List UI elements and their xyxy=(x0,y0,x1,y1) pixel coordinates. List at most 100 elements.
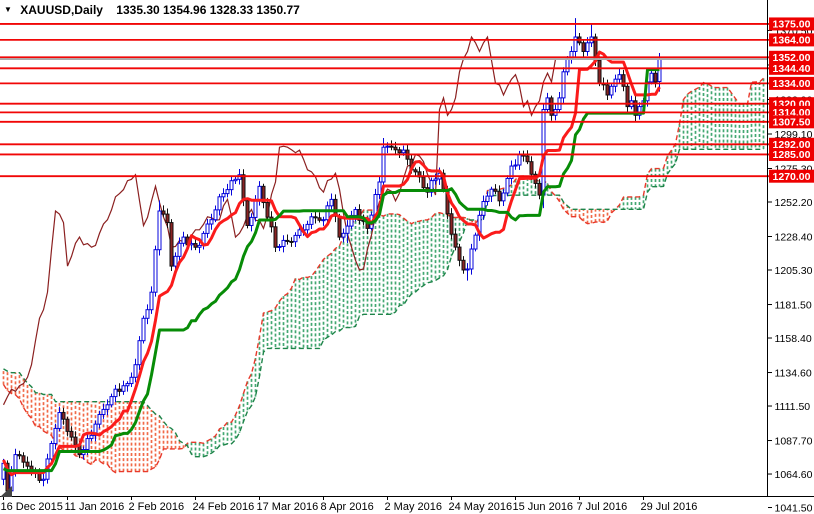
candle-body xyxy=(485,195,490,203)
y-axis-label: 1158.40 xyxy=(775,333,812,345)
candle-body xyxy=(621,74,626,87)
candle-body xyxy=(149,291,154,311)
candle-body xyxy=(265,202,270,218)
candle-body xyxy=(61,412,66,420)
candle-body xyxy=(489,188,494,197)
x-axis-label: 24 Feb 2016 xyxy=(193,501,255,513)
candle-body xyxy=(49,443,54,460)
x-axis-label: 7 Jul 2016 xyxy=(577,501,628,513)
x-axis-label: 2 Feb 2016 xyxy=(129,501,185,513)
candle-body xyxy=(177,242,182,257)
candle-body xyxy=(501,192,506,202)
candle-body xyxy=(449,213,454,235)
candle-body xyxy=(329,198,334,207)
candle-body xyxy=(637,106,642,116)
title-ohlc: 1335.30 1354.96 1328.33 1350.77 xyxy=(116,3,300,17)
candle-body xyxy=(141,317,146,342)
candle-body xyxy=(585,42,590,52)
candle-body xyxy=(93,423,98,436)
candle-body xyxy=(197,244,202,248)
price-level-badge-text: 1334.00 xyxy=(773,78,811,90)
candle-body xyxy=(573,36,578,52)
price-level-badge-text: 1270.00 xyxy=(773,171,811,183)
price-level-badge xyxy=(769,137,814,151)
candle-body xyxy=(529,161,534,175)
candle-body xyxy=(233,178,238,182)
candle-body xyxy=(157,210,162,251)
candle-body xyxy=(517,153,522,166)
x-axis-label: 2 May 2016 xyxy=(385,501,442,513)
candle-body xyxy=(225,189,230,195)
price-level-badge xyxy=(769,61,814,75)
candle-body xyxy=(133,364,138,378)
price-level-badge xyxy=(769,33,814,47)
candle-body xyxy=(305,223,310,231)
candle-body xyxy=(565,58,570,73)
candle-body xyxy=(217,196,222,211)
chart-title: ▼ XAUUSD,Daily 1335.30 1354.96 1328.33 1… xyxy=(4,3,300,17)
x-axis-label: 8 Apr 2016 xyxy=(321,501,374,513)
candle-body xyxy=(297,229,302,236)
candle-body xyxy=(433,178,438,182)
candle-body xyxy=(101,408,106,416)
price-level-badge xyxy=(769,169,814,183)
candle-body xyxy=(421,176,426,189)
price-level-badge-text: 1292.00 xyxy=(773,139,811,151)
candle-body xyxy=(429,180,434,193)
candle-body xyxy=(549,97,554,116)
senkou-span-a xyxy=(2,77,764,474)
candle-body xyxy=(269,216,274,228)
candle-body xyxy=(105,404,110,410)
candle-body xyxy=(125,383,130,387)
candle-body xyxy=(625,85,630,108)
candle-body xyxy=(277,245,282,248)
candle-body xyxy=(281,239,286,247)
candle-body xyxy=(253,200,258,218)
level-lines xyxy=(0,23,770,178)
candle-body xyxy=(109,396,114,406)
candle-body xyxy=(413,169,418,173)
candle-body xyxy=(357,209,362,221)
y-axis-label: 1228.40 xyxy=(775,231,813,243)
candle-body xyxy=(41,478,46,481)
candle-body xyxy=(113,388,118,398)
kijun-sen xyxy=(2,68,660,473)
candle-body xyxy=(165,213,170,224)
candle-body xyxy=(653,72,658,83)
x-axis: 16 Dec 2015 11 Jan 2016 2 Feb 2016 24 Feb 2… xyxy=(1,497,697,513)
candle-body xyxy=(289,240,294,243)
scroll-left-marker xyxy=(0,486,12,497)
candle-body xyxy=(337,215,342,238)
candle-body xyxy=(317,217,322,221)
kumo-cloud-fill xyxy=(2,78,765,473)
price-level-badge xyxy=(769,76,814,90)
candle-body xyxy=(213,209,218,221)
candle-body xyxy=(385,145,390,148)
candle-body xyxy=(145,309,150,319)
price-level-badge-text: 1285.00 xyxy=(773,149,811,161)
y-axis-label: 1087.70 xyxy=(775,435,813,447)
price-level-badge xyxy=(769,147,814,161)
candle-body xyxy=(69,430,74,438)
axes xyxy=(0,0,814,497)
candle-body xyxy=(21,455,26,463)
symbol-dropdown-icon[interactable]: ▼ xyxy=(4,5,12,14)
candle-body xyxy=(609,85,614,96)
candle-body xyxy=(397,149,402,154)
candle-body xyxy=(537,182,542,196)
candle-body xyxy=(465,268,470,271)
candle-body xyxy=(205,223,210,234)
candle-body xyxy=(389,145,394,148)
x-axis-label: 17 Mar 2016 xyxy=(257,501,319,513)
price-level-badge-text: 1352.00 xyxy=(773,52,811,64)
candle-body xyxy=(497,190,502,202)
tenkan-sen-line xyxy=(2,50,661,477)
y-axis-label: 1041.50 xyxy=(775,502,813,514)
markers xyxy=(0,486,12,497)
candle-body xyxy=(345,225,350,234)
price-level-badge-text: 1307.50 xyxy=(773,116,811,128)
candle-body xyxy=(381,146,386,183)
candle-body xyxy=(325,205,330,221)
